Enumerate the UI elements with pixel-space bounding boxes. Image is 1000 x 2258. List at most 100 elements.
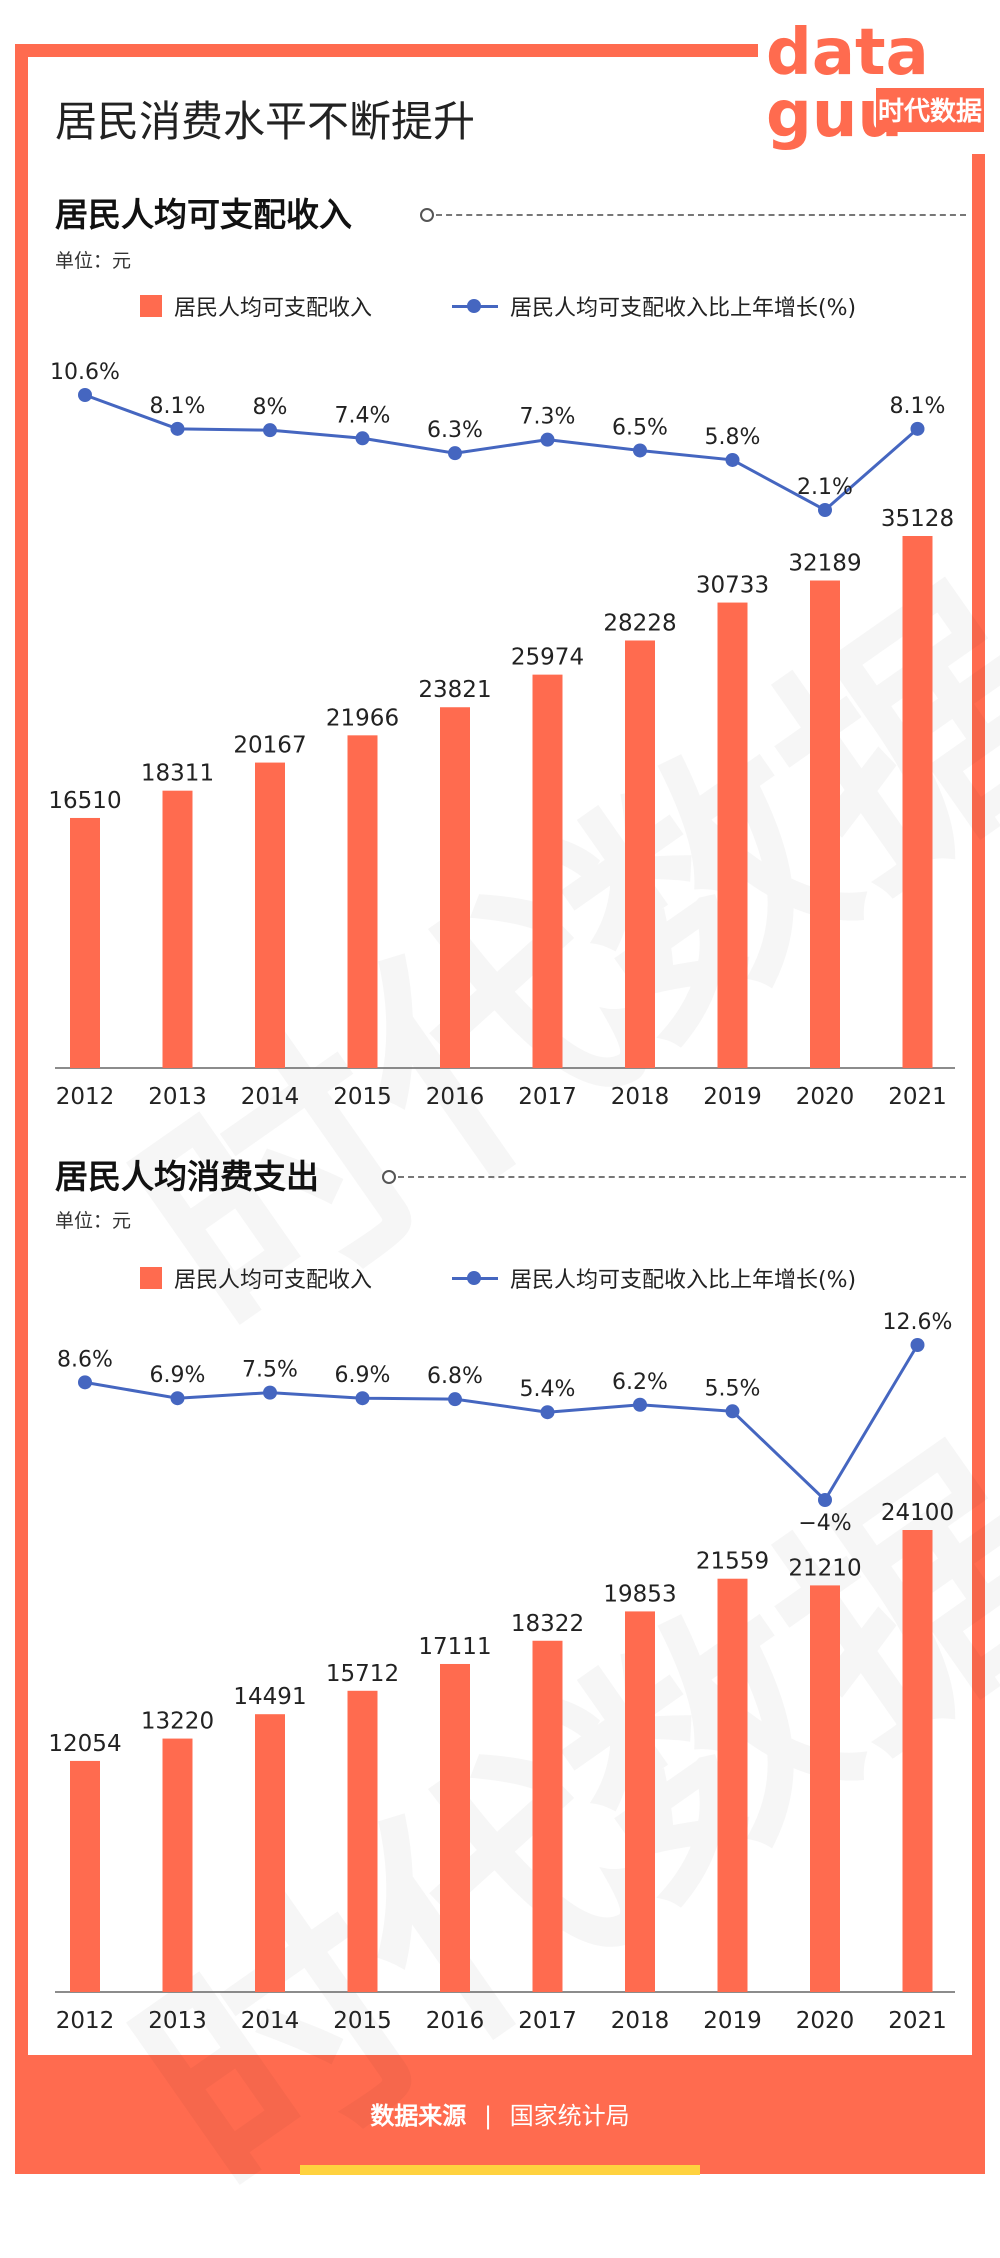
bar-value-label: 30733	[696, 573, 769, 599]
x-tick-label: 2018	[611, 1084, 670, 1110]
growth-point	[725, 1404, 740, 1419]
growth-label: 6.2%	[612, 1370, 668, 1395]
growth-label: −4%	[798, 1511, 851, 1536]
logo-brand: 时代数据	[878, 97, 982, 127]
chart1-title: 居民人均可支配收入	[55, 195, 352, 234]
bar-value-label: 21210	[788, 1555, 861, 1581]
growth-line	[84, 393, 919, 512]
x-tick-label: 2019	[703, 2008, 762, 2034]
x-tick-label: 2012	[56, 2008, 115, 2034]
legend-bar-label: 居民人均可支配收入	[174, 296, 373, 321]
bar-value-label: 32189	[788, 551, 861, 577]
chart1-svg: 16510 2012 18311 2013 20167 2014 21966 2015 2382…	[48, 360, 955, 1110]
x-tick-label: 2016	[426, 2008, 485, 2034]
x-tick-label: 2020	[796, 2008, 855, 2034]
bar	[717, 1578, 748, 1992]
x-tick-label: 2018	[611, 2008, 670, 2034]
bar-value-label: 14491	[233, 1684, 306, 1710]
legend-bar-swatch	[140, 295, 162, 317]
source-label: 数据来源	[370, 2102, 467, 2130]
bar	[532, 1640, 563, 1992]
growth-point	[633, 443, 647, 458]
chart1-legend: 居民人均可支配收入 居民人均可支配收入比上年增长(%)	[140, 290, 856, 322]
growth-label: 7.5%	[242, 1358, 298, 1383]
brand-logo: data guu 时代数据	[758, 8, 990, 154]
growth-point	[910, 1338, 925, 1352]
legend-line-label: 居民人均可支配收入比上年增长(%)	[510, 1268, 857, 1293]
growth-point	[170, 1391, 185, 1406]
legend-bar-swatch	[140, 1267, 162, 1289]
growth-point	[170, 421, 185, 436]
x-tick-label: 2019	[703, 1084, 762, 1110]
x-tick-label: 2020	[796, 1084, 855, 1110]
bar	[810, 1585, 840, 1992]
chart2-legend: 居民人均可支配收入 居民人均可支配收入比上年增长(%)	[140, 1262, 856, 1294]
growth-line	[84, 1344, 919, 1503]
growth-point	[263, 1385, 277, 1400]
growth-point	[78, 1375, 92, 1390]
x-tick-label: 2017	[518, 2008, 577, 2034]
bar-value-label: 21559	[696, 1549, 769, 1575]
bar	[902, 536, 933, 1068]
x-tick-label: 2015	[333, 1084, 392, 1110]
bar-value-label: 20167	[233, 733, 306, 759]
bar-value-label: 28228	[603, 610, 676, 636]
growth-point	[540, 432, 555, 447]
logo-line1: data	[766, 16, 929, 90]
growth-label: 5.5%	[705, 1376, 761, 1401]
bar-value-label: 24100	[881, 1500, 954, 1526]
legend-line-icon	[452, 1267, 499, 1289]
growth-label: 10.6%	[50, 360, 120, 385]
legend-line-icon	[452, 295, 499, 317]
bar	[625, 1611, 655, 1992]
chart2-title-rule	[398, 1176, 966, 1178]
growth-label: 6.8%	[427, 1364, 483, 1389]
bar	[902, 1530, 933, 1992]
growth-label: 7.4%	[335, 403, 391, 428]
chart1-title-rule	[436, 214, 966, 216]
growth-label: 8.6%	[57, 1347, 113, 1372]
growth-label: 6.9%	[335, 1363, 391, 1388]
growth-point	[355, 431, 370, 446]
growth-point	[540, 1405, 555, 1420]
growth-point	[263, 423, 277, 438]
legend-bar-label: 居民人均可支配收入	[174, 1268, 373, 1293]
bar-value-label: 12054	[48, 1731, 121, 1757]
growth-label: 5.4%	[520, 1377, 576, 1402]
bar-value-label: 25974	[511, 645, 584, 671]
growth-label: 2.1%	[797, 475, 853, 500]
growth-point	[818, 503, 832, 517]
bar	[162, 790, 193, 1068]
bar	[532, 674, 563, 1068]
bar	[255, 762, 285, 1068]
bar	[440, 1663, 470, 1992]
x-tick-label: 2013	[148, 2008, 207, 2034]
bar	[440, 707, 470, 1068]
bar	[625, 640, 655, 1068]
growth-point	[725, 452, 740, 467]
growth-label: 6.5%	[612, 415, 668, 440]
bar-value-label: 35128	[881, 506, 954, 532]
chart1-unit: 单位：元	[55, 250, 132, 272]
chart2-title-circle	[382, 1170, 396, 1184]
growth-label: 6.9%	[150, 1363, 206, 1388]
x-tick-label: 2021	[888, 2008, 947, 2034]
bar	[347, 735, 378, 1068]
bar	[162, 1738, 193, 1992]
bar-value-label: 19853	[603, 1581, 676, 1607]
bar-value-label: 15712	[326, 1661, 399, 1687]
source-separator: |	[483, 2102, 493, 2130]
footer-accent-bar	[300, 2165, 700, 2175]
growth-label: 7.3%	[520, 405, 576, 430]
chart2-title: 居民人均消费支出	[55, 1157, 319, 1196]
bar-value-label: 18311	[141, 761, 214, 787]
growth-label: 5.8%	[705, 425, 761, 450]
x-tick-label: 2016	[426, 1084, 485, 1110]
growth-point	[78, 388, 92, 402]
growth-point	[910, 421, 925, 436]
bar	[70, 1760, 100, 1992]
growth-label: 8.1%	[890, 394, 946, 419]
page-title: 居民消费水平不断提升	[55, 97, 476, 146]
legend-line-label: 居民人均可支配收入比上年增长(%)	[510, 296, 857, 321]
bar-value-label: 17111	[418, 1634, 491, 1660]
